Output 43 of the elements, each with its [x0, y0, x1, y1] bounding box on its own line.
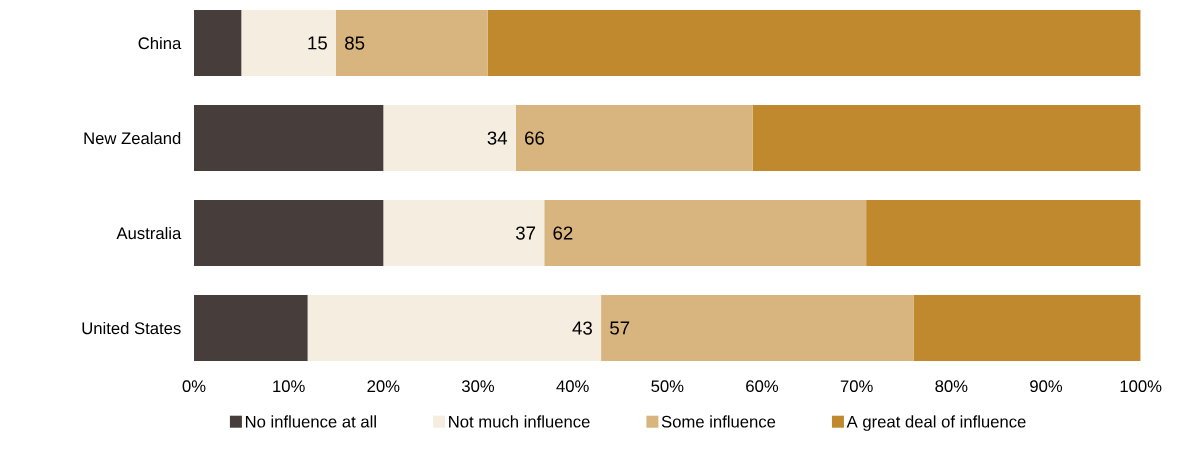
annotation: 66 — [525, 131, 545, 145]
y-tick-label: United States — [82, 321, 181, 335]
x-tick-label: 100% — [1120, 380, 1162, 393]
annotation: 34 — [487, 131, 508, 145]
y-tick-label: New Zealand — [84, 131, 181, 145]
bar — [866, 200, 1141, 267]
x-tick-label: 60% — [746, 380, 779, 393]
x-tick-label: 80% — [935, 380, 968, 393]
x-tick-label: 20% — [367, 380, 400, 393]
annotation: 85 — [345, 36, 365, 50]
bar — [601, 295, 914, 362]
bar — [383, 200, 545, 267]
x-tick-label: 40% — [556, 380, 589, 393]
legend-label: A great deal of influence — [846, 415, 1026, 431]
annotation: 57 — [610, 321, 630, 335]
bar — [487, 10, 1141, 77]
annotation: 37 — [515, 226, 536, 240]
x-tick-label: 90% — [1030, 380, 1063, 393]
bar — [515, 105, 753, 172]
legend-label: Some influence — [661, 415, 776, 428]
bar — [752, 105, 1141, 172]
bar — [336, 10, 488, 77]
x-tick-label: 10% — [273, 380, 305, 393]
bar — [194, 10, 242, 77]
y-tick-label: China — [138, 36, 182, 50]
legend-label: Not much influence — [449, 415, 590, 428]
bar — [307, 295, 602, 362]
x-tick-label: 30% — [461, 380, 495, 393]
y-tick-label: Australia — [116, 226, 182, 240]
annotation: 43 — [572, 321, 592, 335]
bar — [194, 295, 308, 362]
x-tick-label: 50% — [651, 380, 684, 393]
annotation: 62 — [553, 226, 573, 240]
annotation: 15 — [308, 36, 327, 50]
bar — [241, 10, 337, 77]
bar — [383, 105, 516, 172]
bar — [194, 105, 384, 172]
bar — [544, 200, 867, 267]
bar — [913, 295, 1141, 362]
x-tick-label: 70% — [840, 380, 873, 393]
legend-label: No influence at all — [245, 415, 376, 428]
bar — [194, 200, 384, 267]
x-tick-label: 0% — [182, 380, 206, 393]
